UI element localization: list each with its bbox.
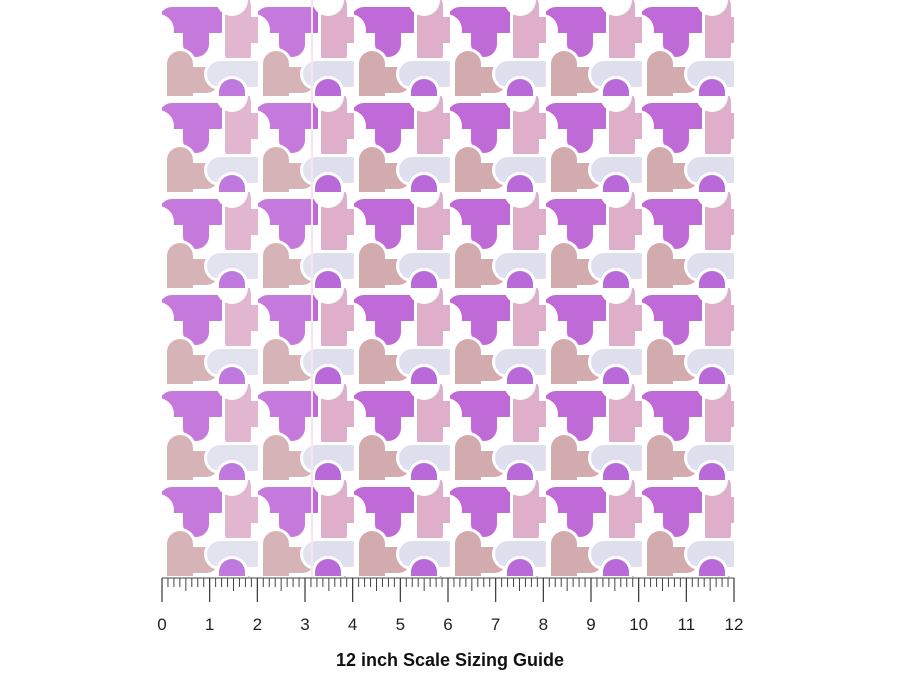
ruler-label: 5 xyxy=(396,615,405,634)
ruler-label: 1 xyxy=(205,615,214,634)
panel-overlay xyxy=(162,0,312,577)
ruler-label: 6 xyxy=(443,615,452,634)
caption: 12 inch Scale Sizing Guide xyxy=(336,650,564,670)
ruler-label: 4 xyxy=(348,615,357,634)
ruler-label: 12 xyxy=(725,615,744,634)
ruler-label: 9 xyxy=(586,615,595,634)
ruler-label: 7 xyxy=(491,615,500,634)
ruler-label: 10 xyxy=(629,615,648,634)
pattern-swatch xyxy=(162,0,734,577)
ruler-label: 8 xyxy=(539,615,548,634)
ruler-label: 3 xyxy=(300,615,309,634)
ruler-label: 2 xyxy=(253,615,262,634)
ruler-label: 0 xyxy=(157,615,166,634)
ruler-label: 11 xyxy=(678,615,696,634)
